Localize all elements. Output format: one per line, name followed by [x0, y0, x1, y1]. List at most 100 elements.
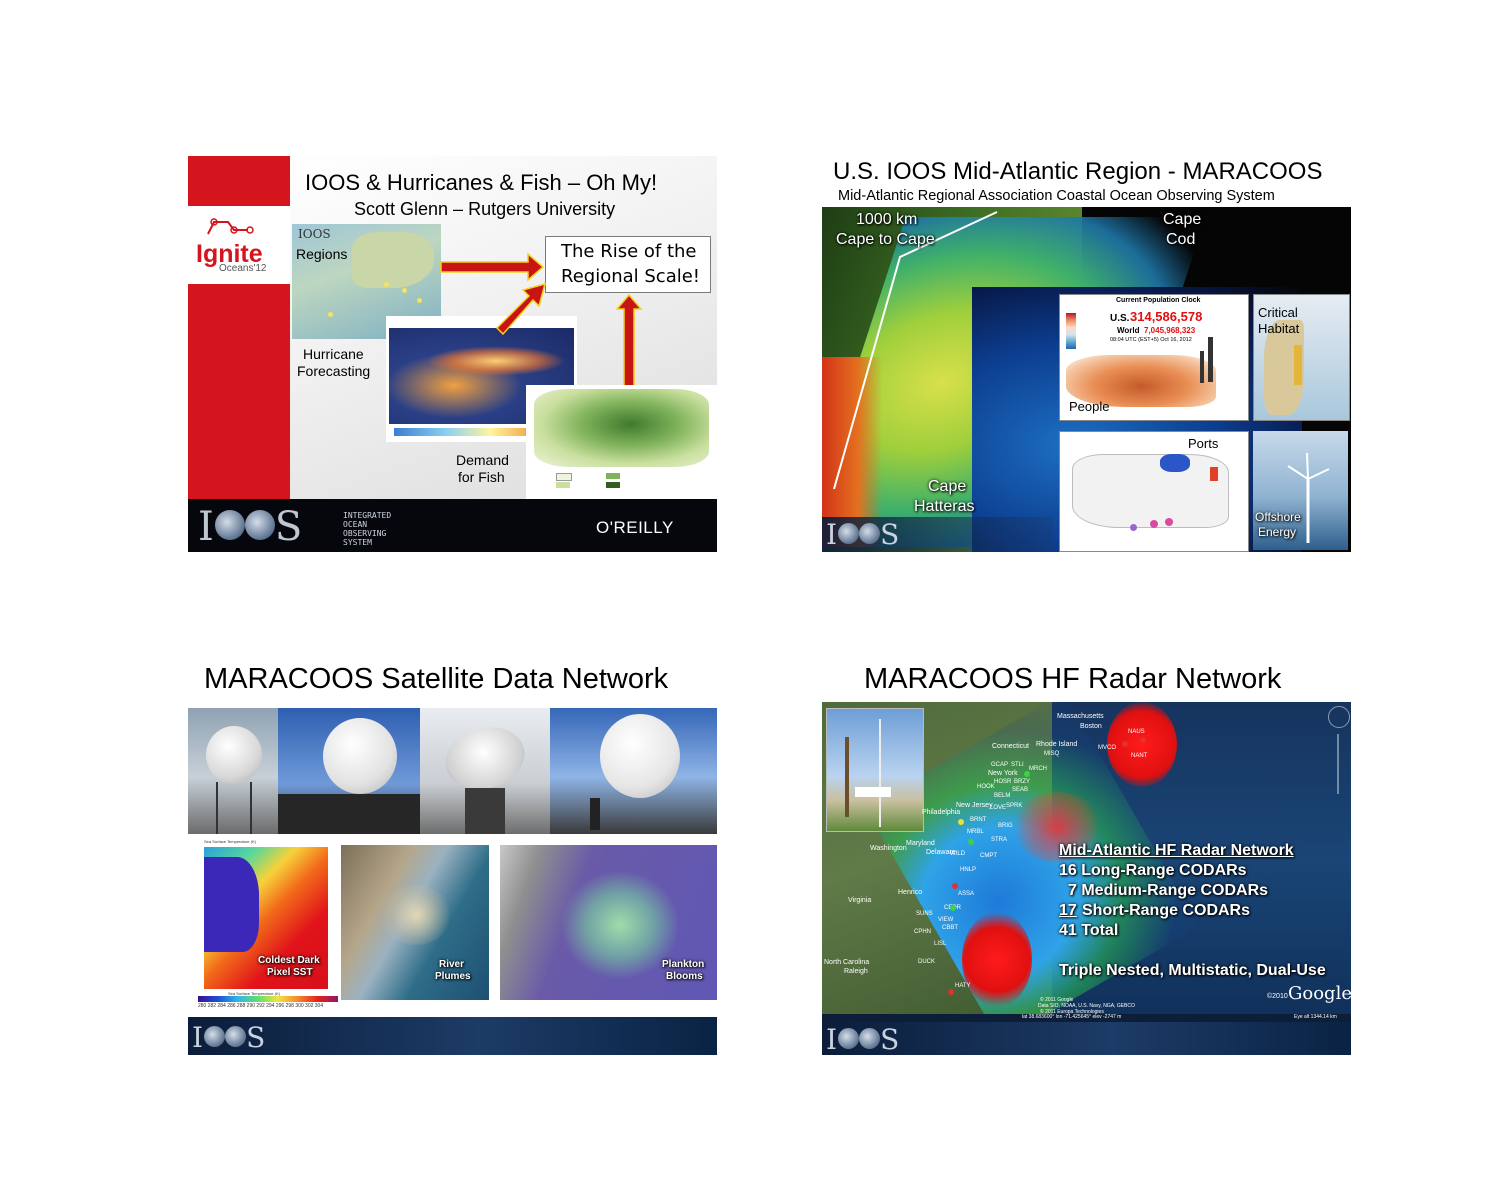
- station-marker-icon: [1024, 771, 1030, 777]
- blooms-line1: Plankton: [662, 959, 704, 970]
- pop-legend: [1066, 313, 1076, 349]
- station-hnlp: HNLP: [960, 867, 976, 873]
- us-outline-map: [1072, 454, 1229, 528]
- network-title: Mid-Atlantic HF Radar Network: [1059, 842, 1294, 860]
- station-gcap: GCAP: [991, 762, 1008, 768]
- tagline-ocean: OCEAN: [343, 520, 367, 529]
- antenna-mast: [879, 719, 881, 827]
- zoom-slider[interactable]: [1337, 734, 1339, 794]
- pop-world-label: World: [1117, 326, 1140, 335]
- pop-clock-title: Current Population Clock: [1116, 297, 1200, 304]
- station-hosr: HOSR: [994, 779, 1011, 785]
- station-mvco: MVCO: [1098, 745, 1116, 751]
- sst-line2: Pixel SST: [267, 967, 313, 978]
- arrow-right-icon: [441, 254, 543, 280]
- station-love: LOVE: [990, 805, 1006, 811]
- demand-label-line1: Demand: [456, 452, 509, 468]
- oreilly-logo: O'REILLY: [596, 518, 674, 538]
- slide2-subtitle: Mid-Atlantic Regional Association Coasta…: [838, 188, 1275, 204]
- blooms-line2: Blooms: [666, 971, 703, 982]
- antenna-photo-4: [550, 708, 717, 834]
- arrow-up-icon: [617, 295, 641, 386]
- medium-range-count: 7 Medium-Range CODARs: [1068, 882, 1268, 900]
- tagline-system: SYSTEM: [343, 538, 372, 547]
- great-lakes: [1160, 454, 1190, 472]
- station-marker-icon: [958, 819, 964, 825]
- plume-swirl: [381, 885, 451, 945]
- tagline-integrated: INTEGRATED: [343, 511, 391, 520]
- demand-label-line2: for Fish: [458, 469, 505, 485]
- station-duck: DUCK: [918, 959, 935, 965]
- place-philadelphia: Philadelphia: [922, 809, 960, 816]
- beach-antenna-photo: [826, 708, 924, 832]
- pop-us-value: 314,586,578: [1130, 309, 1202, 324]
- ioos-logo: IS: [826, 518, 900, 551]
- station-marker-icon: [1140, 737, 1146, 743]
- port-marker: [1210, 467, 1218, 481]
- hatteras-line2: Hatteras: [914, 498, 974, 516]
- pop-spike: [1200, 351, 1204, 383]
- network-tagline: Triple Nested, Multistatic, Dual-Use: [1059, 962, 1326, 980]
- station-marker-icon: [948, 989, 954, 995]
- station-wild: WILD: [950, 851, 965, 857]
- station-misq: MISQ: [1044, 751, 1059, 757]
- place-connecticut: Connecticut: [992, 743, 1029, 750]
- pop-spike: [1208, 337, 1213, 382]
- slide-ignite-oceans: Ignite Oceans'12 IOOS & Hurricanes & Fis…: [188, 156, 717, 552]
- habitat-highlight: [1294, 345, 1302, 385]
- slide4-footer: [822, 1022, 1351, 1055]
- plumes-line2: Plumes: [435, 971, 471, 982]
- place-boston: Boston: [1080, 723, 1102, 730]
- place-new-jersey: New Jersey: [956, 802, 993, 809]
- short-range-label: Short-Range CODARs: [1082, 902, 1250, 920]
- fish-demand-map: [526, 385, 717, 499]
- ports-panel: [1059, 431, 1249, 552]
- tower: [216, 782, 252, 834]
- station-assa: ASSA: [958, 891, 974, 897]
- station-suns: SUNS: [916, 911, 933, 917]
- station-lisl: LISL: [934, 941, 946, 947]
- short-range-number: 17: [1059, 902, 1077, 920]
- station-belm: BELM: [994, 793, 1010, 799]
- legend-swatch: [606, 473, 620, 479]
- arrow-diagonal-icon: [497, 284, 545, 334]
- place-henrico: Henrico: [898, 889, 922, 896]
- slide4-title: MARACOOS HF Radar Network: [864, 663, 1281, 696]
- building: [278, 794, 420, 834]
- slide3-footer: [188, 1017, 717, 1055]
- cape-cod-line1: Cape: [1163, 211, 1201, 229]
- legend-swatch: [556, 473, 572, 481]
- place-north-carolina: North Carolina: [824, 959, 869, 966]
- station-naus: NAUS: [1128, 729, 1145, 735]
- navigation-compass-icon[interactable]: [1328, 706, 1350, 728]
- slide2-title: U.S. IOOS Mid-Atlantic Region - MARACOOS: [833, 158, 1322, 186]
- people-label: People: [1069, 399, 1109, 414]
- world-map: [534, 389, 709, 467]
- station-cbbt: CBBT: [942, 925, 958, 931]
- plumes-line1: River: [439, 959, 464, 970]
- station-view: VIEW: [938, 917, 953, 923]
- hatteras-line1: Cape: [928, 478, 966, 496]
- long-range-count: 16 Long-Range CODARs: [1059, 862, 1247, 880]
- cruise-ship: [855, 787, 891, 797]
- ports-label: Ports: [1188, 436, 1218, 451]
- sst-map-panel: Sea Surface Temperature (K) Sea Surface …: [188, 839, 338, 1015]
- port-marker: [1165, 518, 1173, 526]
- place-virginia: Virginia: [848, 897, 871, 904]
- eye-altitude: Eye alt 1344.14 km: [1294, 1014, 1337, 1020]
- dish-mount: [465, 788, 505, 834]
- palm-tree: [845, 737, 849, 817]
- station-sprk: SPRK: [1006, 803, 1022, 809]
- station-haty: HATY: [955, 983, 971, 989]
- radome: [323, 718, 397, 794]
- km-label-line1: 1000 km: [856, 211, 917, 229]
- station-stli: STLI: [1011, 762, 1024, 768]
- google-logo: Google: [1288, 983, 1351, 1004]
- radar-hotspot-south: [962, 912, 1032, 1007]
- slide-satellite-network: MARACOOS Satellite Data Network Sea Surf…: [188, 659, 717, 1055]
- station-cphn: CPHN: [914, 929, 931, 935]
- station-stra: STRA: [991, 837, 1007, 843]
- sst-scale: 280 282 284 286 288 290 292 294 296 298 …: [198, 1003, 323, 1009]
- station-marker-icon: [1122, 741, 1128, 747]
